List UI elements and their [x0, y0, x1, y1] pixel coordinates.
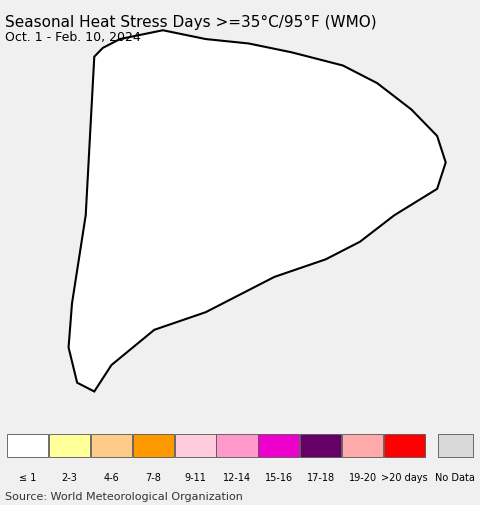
- Bar: [438, 434, 473, 457]
- Bar: [175, 434, 216, 457]
- Bar: [384, 434, 425, 457]
- Bar: [133, 434, 174, 457]
- Bar: [91, 434, 132, 457]
- Text: 17-18: 17-18: [307, 473, 335, 483]
- Text: 2-3: 2-3: [61, 473, 77, 483]
- Text: Source: World Meteorological Organization: Source: World Meteorological Organizatio…: [5, 492, 243, 502]
- Bar: [258, 434, 300, 457]
- Text: 9-11: 9-11: [184, 473, 206, 483]
- Text: 7-8: 7-8: [145, 473, 161, 483]
- Text: 4-6: 4-6: [104, 473, 119, 483]
- Text: Seasonal Heat Stress Days >=35°C/95°F (WMO): Seasonal Heat Stress Days >=35°C/95°F (W…: [5, 15, 376, 30]
- Bar: [300, 434, 341, 457]
- Polygon shape: [69, 30, 446, 391]
- Bar: [342, 434, 383, 457]
- Text: 12-14: 12-14: [223, 473, 251, 483]
- Text: 19-20: 19-20: [348, 473, 377, 483]
- Text: ≤ 1: ≤ 1: [19, 473, 36, 483]
- Bar: [49, 434, 90, 457]
- Text: Oct. 1 - Feb. 10, 2024: Oct. 1 - Feb. 10, 2024: [5, 31, 141, 44]
- Bar: [7, 434, 48, 457]
- Text: No Data: No Data: [435, 473, 475, 483]
- Bar: [216, 434, 257, 457]
- Text: >20 days: >20 days: [381, 473, 428, 483]
- Text: 15-16: 15-16: [265, 473, 293, 483]
